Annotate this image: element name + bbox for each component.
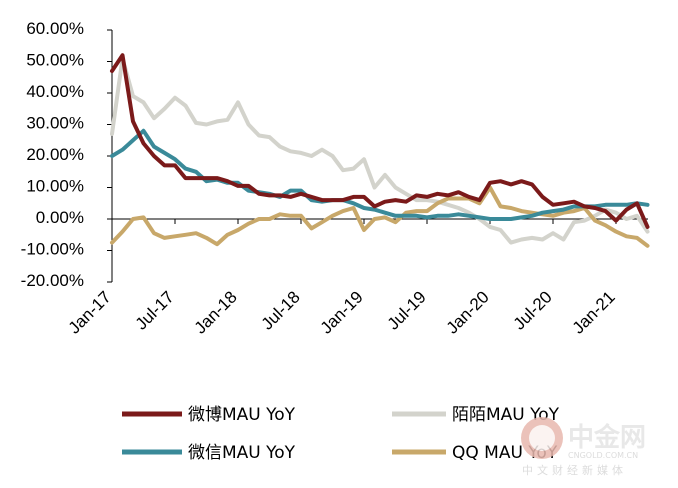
y-axis-tick-labels: -20.00% -10.00% 0.00% 10.00% 20.00% 30.0… [21, 19, 84, 290]
watermark-logo-text: 中金网 [568, 422, 646, 453]
series-line-qq [110, 185, 650, 248]
legend-item-weibo: 微博MAU YoY [122, 405, 296, 425]
y-tick-label: 60.00% [26, 19, 84, 38]
legend: 微博MAU YoY 陌陌MAU YoY 微信MAU YoY QQ MAU YoY [122, 405, 560, 463]
y-tick-label: -10.00% [21, 240, 84, 259]
x-tick-label: Jul-20 [510, 287, 556, 333]
y-tick-label: 10.00% [26, 177, 84, 196]
y-tick-label: 40.00% [26, 82, 84, 101]
x-tick-label: Jul-17 [132, 287, 178, 333]
x-tick-label: Jul-18 [258, 287, 304, 333]
watermark-subtitle: 中文财经新媒体 [522, 463, 627, 477]
y-tick-label: 20.00% [26, 145, 84, 164]
watermark-logo-inner [529, 425, 555, 451]
series-line-momo [110, 56, 650, 245]
x-tick-label: Jan-21 [569, 287, 619, 337]
series-lines [110, 53, 650, 248]
legend-label-wechat: 微信MAU YoY [188, 443, 296, 463]
y-axis-ticks [107, 29, 112, 283]
x-axis-ticks [111, 219, 617, 224]
watermark: 中金网 CNGOLD.COM.CN 中文财经新媒体 [521, 417, 646, 477]
legend-item-wechat: 微信MAU YoY [122, 443, 296, 463]
x-tick-label: Jan-18 [191, 287, 241, 337]
x-tick-label: Jan-19 [317, 287, 367, 337]
y-tick-label: 0.00% [36, 208, 84, 227]
legend-label-weibo: 微博MAU YoY [188, 405, 296, 425]
x-tick-label: Jan-17 [65, 287, 115, 337]
x-tick-label: Jul-19 [384, 287, 430, 333]
x-tick-label: Jan-20 [443, 287, 493, 337]
y-tick-label: -20.00% [21, 271, 84, 290]
y-tick-label: 50.00% [26, 51, 84, 70]
y-tick-label: 30.00% [26, 114, 84, 133]
series-line-weibo [110, 53, 650, 229]
x-axis-tick-labels: Jan-17 Jul-17 Jan-18 Jul-18 Jan-19 Jul-1… [65, 287, 619, 337]
watermark-url: CNGOLD.COM.CN [568, 451, 638, 460]
